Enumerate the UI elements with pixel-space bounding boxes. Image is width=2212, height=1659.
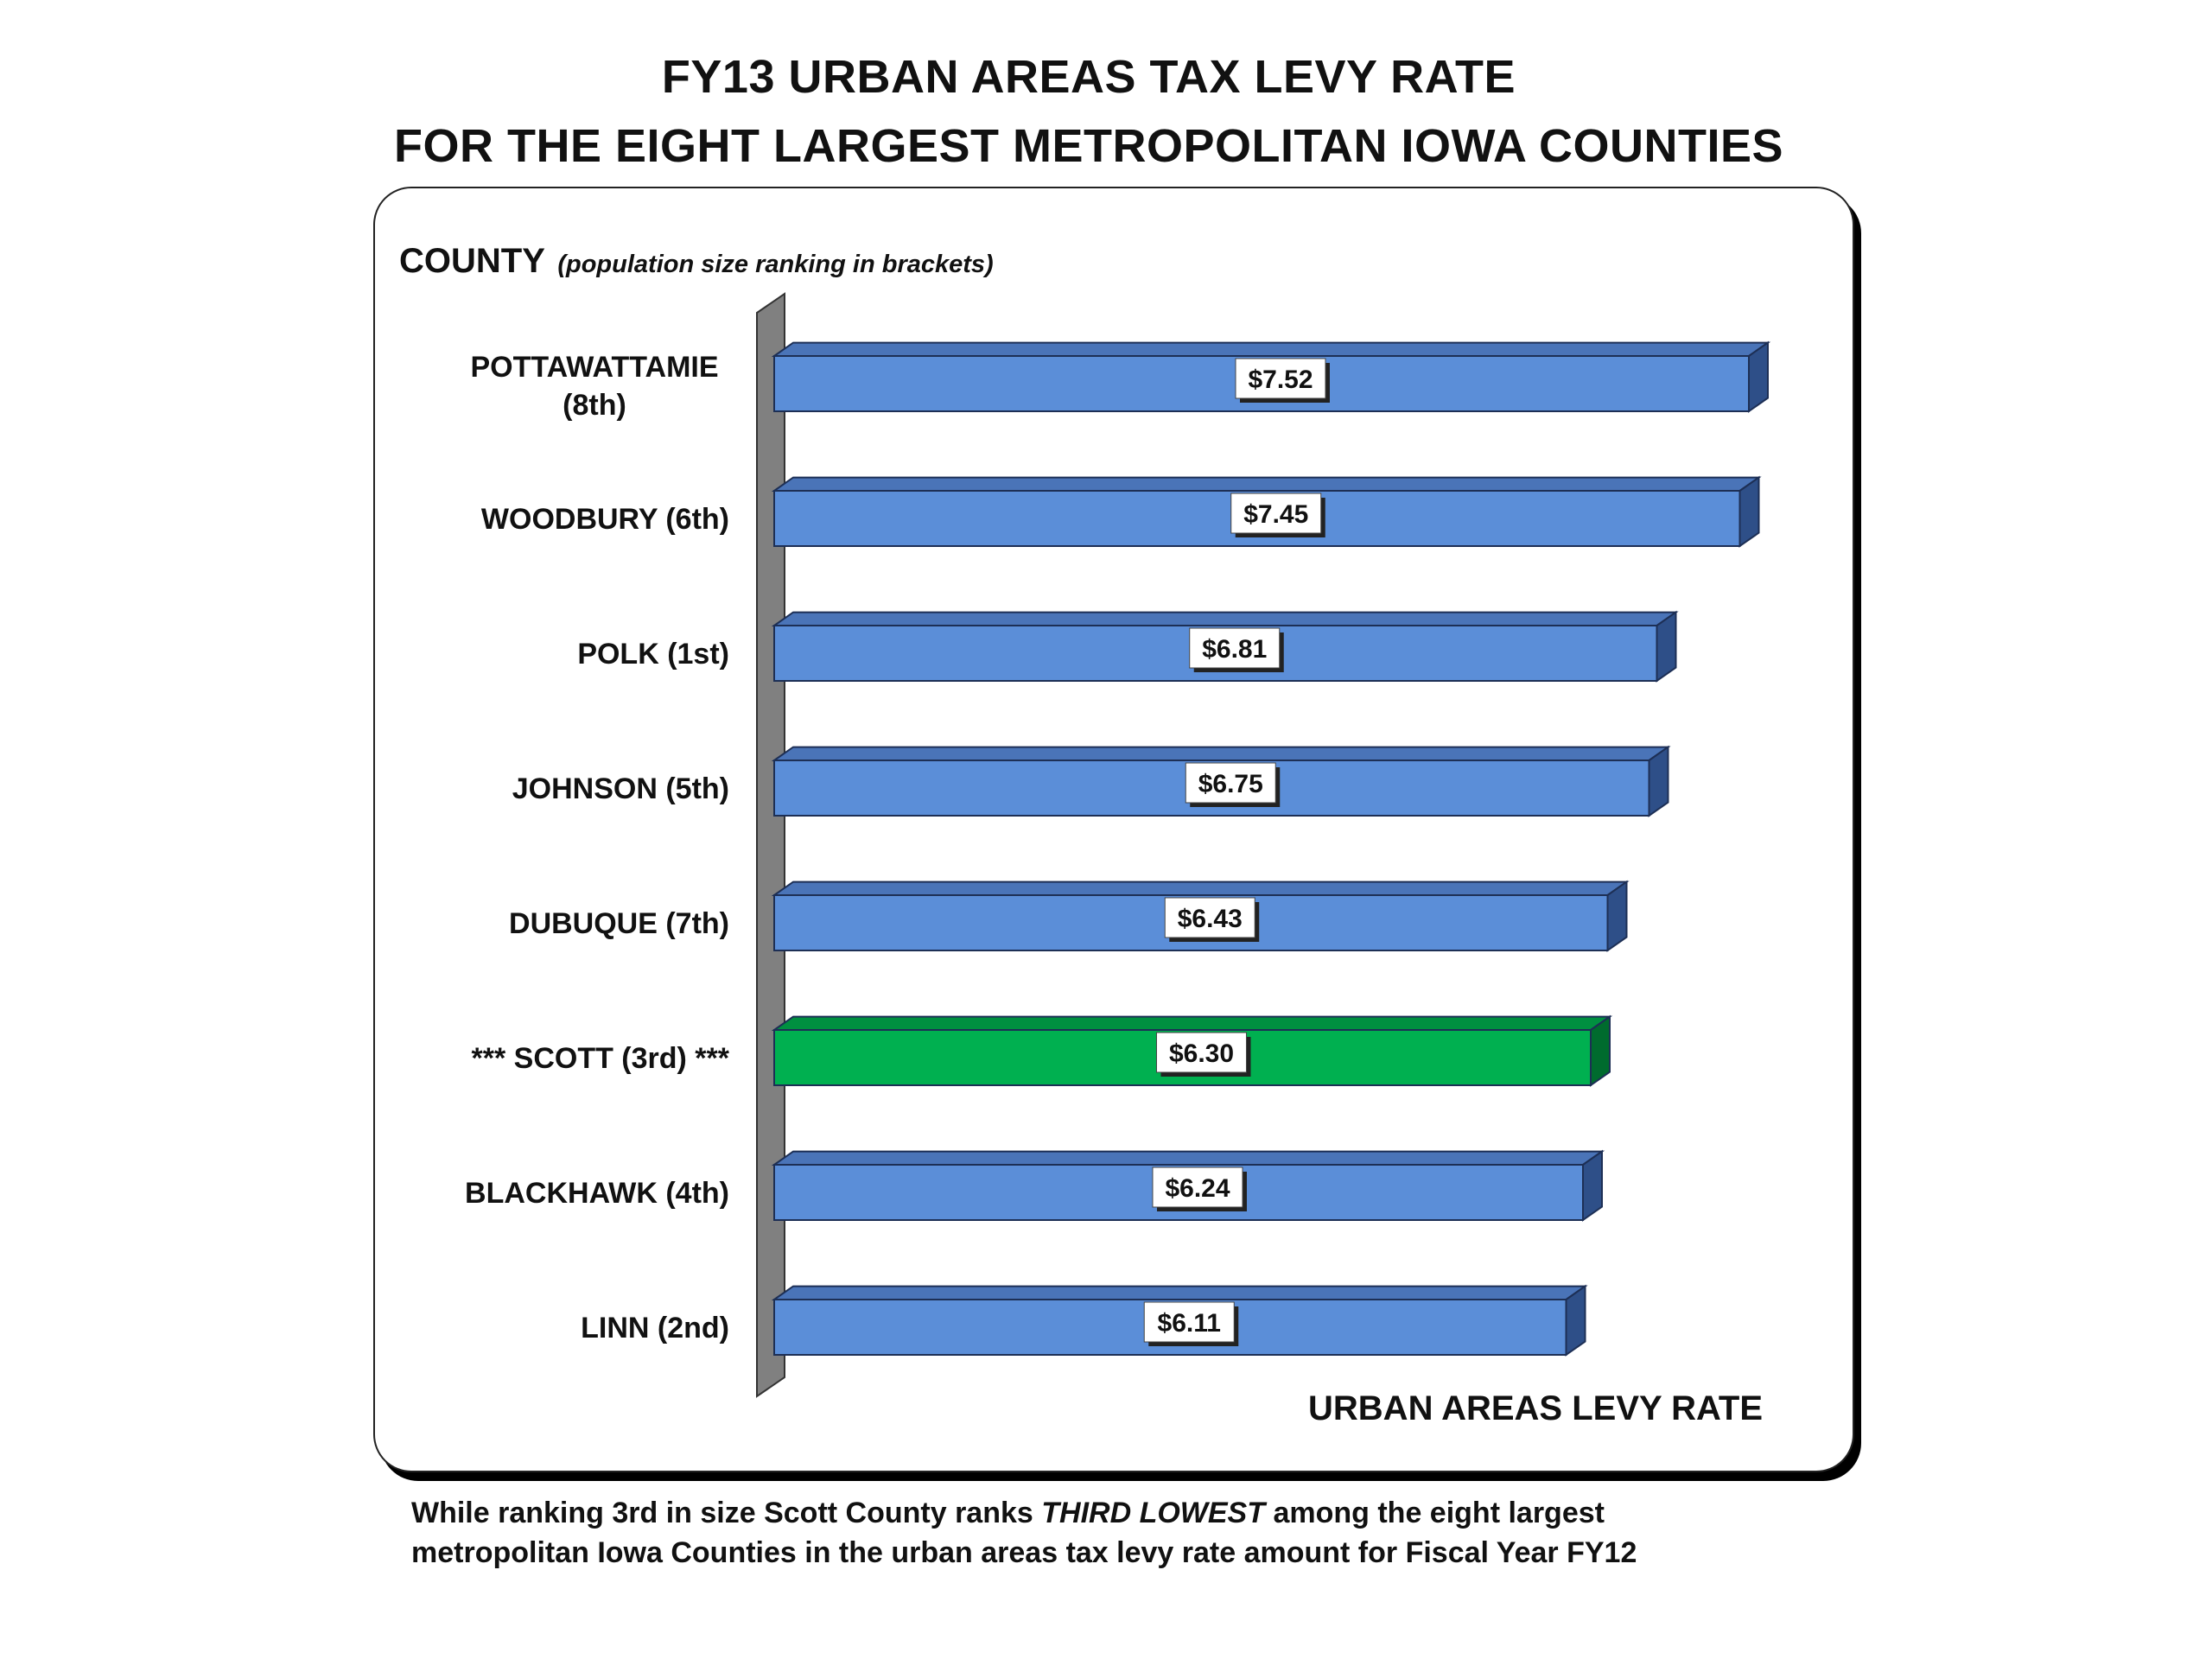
bar-side-5 bbox=[1606, 880, 1628, 952]
category-label-1-line-1: POTTAWATTAMIE bbox=[470, 351, 718, 384]
bar-top-5 bbox=[771, 880, 1630, 896]
bar-side-4 bbox=[1648, 745, 1669, 817]
category-label-8: LINN (2nd) bbox=[581, 1312, 729, 1344]
y-axis-title-main: COUNTY bbox=[399, 242, 545, 280]
category-label-1-line-2: (8th) bbox=[563, 389, 626, 422]
chart-title-line-2: FOR THE EIGHT LARGEST METROPOLITAN IOWA … bbox=[394, 120, 1783, 172]
axis-wall bbox=[756, 292, 785, 1398]
y-axis-title: COUNTY (population size ranking in brack… bbox=[399, 242, 994, 281]
value-label-5: $6.43 bbox=[1178, 905, 1243, 933]
footnote-part-2: among the eight largest metropolitan Iow… bbox=[411, 1497, 1637, 1569]
value-label-box-8 bbox=[1143, 1301, 1235, 1343]
value-label-box-1 bbox=[1235, 358, 1326, 399]
value-label-1: $7.52 bbox=[1248, 365, 1313, 394]
category-label-3: POLK (1st) bbox=[577, 638, 729, 671]
bar-top-3 bbox=[771, 611, 1679, 626]
value-label-box-3 bbox=[1189, 627, 1281, 669]
category-label-7: BLACKHAWK (4th) bbox=[465, 1177, 729, 1210]
value-label-box-7 bbox=[1152, 1166, 1243, 1208]
value-label-2: $7.45 bbox=[1243, 500, 1308, 529]
y-axis-title-note: (population size ranking in brackets) bbox=[557, 251, 994, 278]
footnote-emphasis: THIRD LOWEST bbox=[1041, 1497, 1266, 1529]
category-label-6: *** SCOTT (3rd) *** bbox=[472, 1042, 730, 1075]
value-label-box-5 bbox=[1164, 897, 1255, 938]
bar-top-2 bbox=[771, 476, 1762, 492]
value-label-7: $6.24 bbox=[1165, 1174, 1230, 1203]
bar-top-4 bbox=[771, 746, 1671, 761]
bar-side-1 bbox=[1748, 340, 1769, 413]
bar-top-6 bbox=[771, 1015, 1613, 1031]
value-label-box-2 bbox=[1230, 493, 1322, 534]
bar-side-7 bbox=[1582, 1149, 1603, 1222]
value-label-box-4 bbox=[1185, 762, 1276, 804]
value-label-3: $6.81 bbox=[1202, 635, 1267, 664]
bar-side-2 bbox=[1738, 475, 1760, 548]
footnote-part-1: While ranking 3rd in size Scott County r… bbox=[411, 1497, 1042, 1529]
bar-side-6 bbox=[1590, 1014, 1611, 1087]
category-label-5: DUBUQUE (7th) bbox=[509, 907, 729, 940]
category-label-2: WOODBURY (6th) bbox=[481, 503, 729, 536]
value-label-8: $6.11 bbox=[1158, 1309, 1221, 1338]
category-label-4: JOHNSON (5th) bbox=[512, 772, 729, 805]
value-label-6: $6.30 bbox=[1169, 1039, 1234, 1068]
value-label-box-6 bbox=[1156, 1032, 1247, 1073]
chart-title-line-1: FY13 URBAN AREAS TAX LEVY RATE bbox=[661, 51, 1516, 103]
bar-top-7 bbox=[771, 1150, 1605, 1166]
bar-side-8 bbox=[1565, 1284, 1586, 1357]
x-axis-title: URBAN AREAS LEVY RATE bbox=[1308, 1389, 1763, 1427]
footnote: While ranking 3rd in size Scott County r… bbox=[411, 1493, 1759, 1573]
bar-side-3 bbox=[1656, 610, 1677, 683]
bar-top-8 bbox=[771, 1285, 1588, 1300]
value-label-4: $6.75 bbox=[1198, 770, 1263, 798]
bar-top-1 bbox=[771, 341, 1771, 357]
